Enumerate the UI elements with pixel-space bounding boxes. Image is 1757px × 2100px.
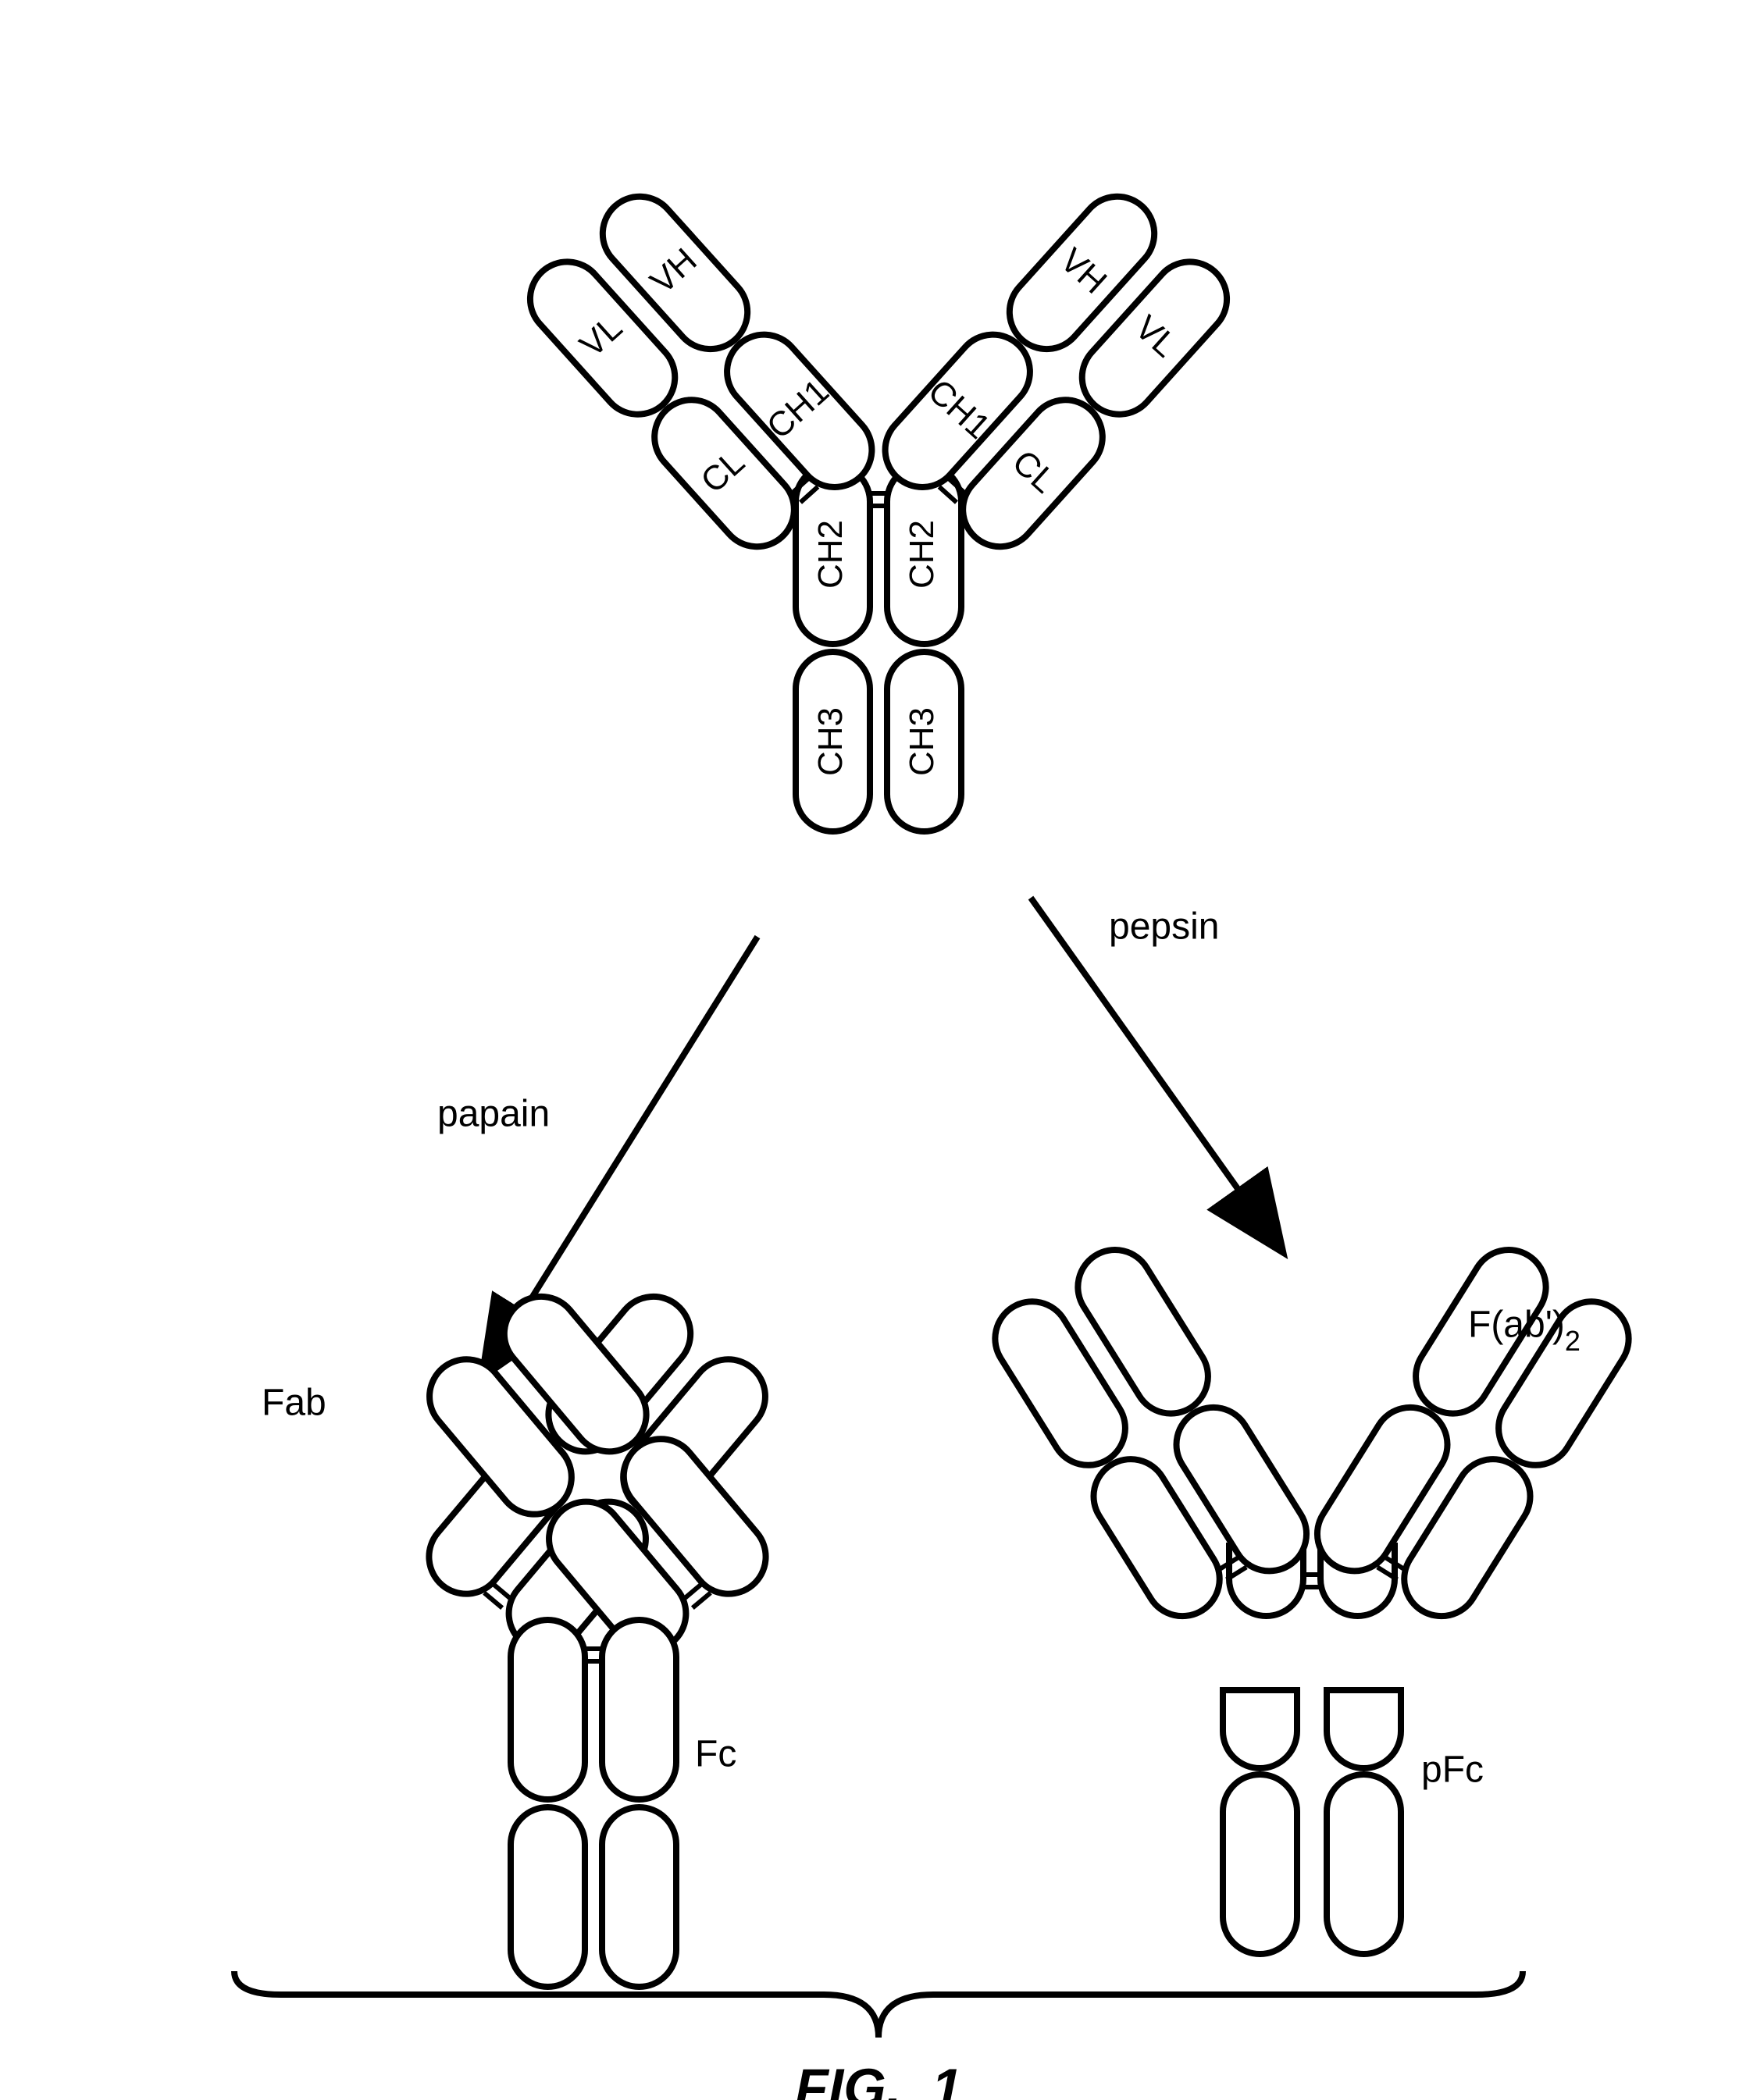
fab-label: Fab [262, 1383, 326, 1424]
brace [234, 1971, 1523, 2038]
svg-text:CH2: CH2 [811, 520, 850, 589]
papain-label: papain [437, 1094, 550, 1135]
pepsin-label: pepsin [1109, 906, 1219, 948]
antibody-digestion-figure: CH2CH2CH3CH3CH1VHCLVLCH1VHCLVL papainpep… [0, 0, 1757, 2100]
figure-caption: FIG._1 [795, 2057, 962, 2100]
svg-text:CH3: CH3 [811, 707, 850, 776]
pfc-label: pFc [1421, 1749, 1484, 1791]
svg-text:CH3: CH3 [903, 707, 941, 776]
svg-text:CH2: CH2 [903, 520, 941, 589]
pepsin-arrow [1031, 898, 1281, 1249]
fc-label: Fc [695, 1734, 736, 1775]
